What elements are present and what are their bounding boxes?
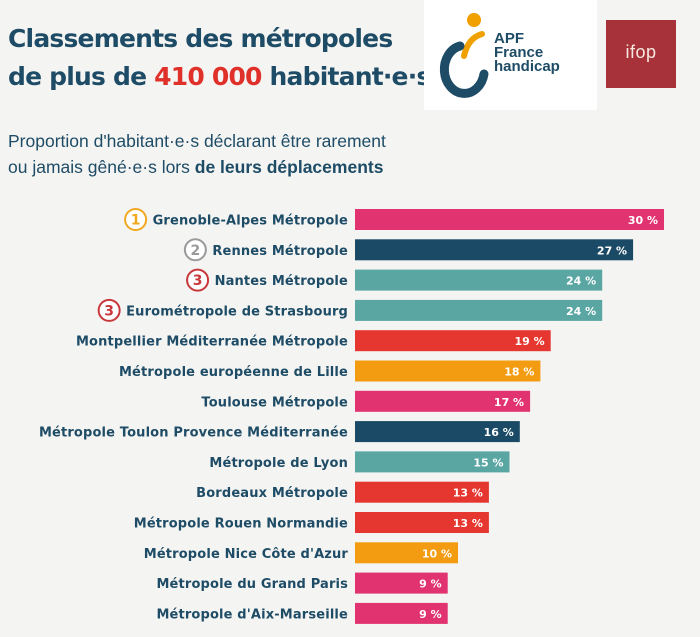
apf-wheelchair-icon [439,13,489,98]
value-label: 10 % [422,547,452,560]
bar [355,451,510,473]
value-label: 17 % [494,396,524,409]
apf-line-2: France [494,44,544,61]
bar-row: Métropole Toulon Provence Méditerranée 16… [39,421,520,443]
bar [355,239,634,261]
ifop-logo: ifop [606,20,676,88]
bar-row: Toulouse Métropole 17 % [201,390,531,412]
category-label: Toulouse Métropole [201,395,348,410]
value-label: 24 % [566,305,596,318]
value-label: 9 % [419,608,442,621]
bar [355,542,458,564]
rank-badge: 3 [186,268,210,292]
category-label: Métropole de Lyon [209,456,348,471]
rank-badge: 1 [124,208,148,231]
chart-subtitle: Proportion d'habitant·e·s déclarant être… [8,128,386,180]
bar [355,360,541,382]
bar [355,421,520,443]
category-label: Métropole Nice Côte d'Azur [144,547,349,562]
bar [355,269,603,291]
apf-line-1: APF [494,30,524,47]
category-label: Bordeaux Métropole [196,486,348,501]
value-label: 16 % [484,426,514,439]
bar [355,602,448,624]
bar-row: Nantes Métropole 24 % 3 [186,268,603,292]
value-label: 15 % [473,456,503,469]
rank-circle [186,268,210,292]
header: Classements des métropoles de plus de 41… [0,0,700,115]
title-suffix: habitant·e·s [261,62,432,91]
bar [355,299,603,321]
category-label: Grenoble-Alpes Métropole [153,214,348,229]
apf-france-handicap-logo: APF France handicap [424,0,597,110]
category-label: Montpellier Méditerranée Métropole [76,335,348,350]
title-highlight: 410 000 [154,62,262,91]
value-label: 30 % [628,214,658,227]
value-label: 18 % [504,366,534,379]
ifop-logo-text: ifop [625,42,657,62]
bar-row: Grenoble-Alpes Métropole 30 % 1 [124,208,664,231]
category-label: Métropole européenne de Lille [119,365,348,380]
bar [355,390,531,412]
rank-badge: 2 [183,238,207,262]
title-line-2: de plus de 410 000 habitant·e·s [8,58,432,96]
value-label: 24 % [566,275,596,288]
bar-row: Métropole Rouen Normandie 13 % [134,512,489,533]
rank-number: 1 [131,213,141,229]
bar-row: Métropole d'Aix-Marseille 9 % [156,602,448,624]
category-label: Métropole du Grand Paris [156,577,348,592]
apf-logo-text: APF France handicap [494,30,560,75]
bar-row: Montpellier Méditerranée Métropole 19 % [76,330,551,352]
rank-circle [183,238,207,262]
value-label: 13 % [453,487,483,500]
bar-row: Métropole du Grand Paris 9 % [156,572,448,594]
page-title: Classements des métropoles de plus de 41… [8,20,432,96]
rank-circle [97,298,121,322]
title-line-1: Classements des métropoles [8,24,393,53]
rank-circle [124,208,148,231]
category-label: Rennes Métropole [212,244,348,259]
bar-row: Eurométropole de Strasbourg 24 % 3 [97,298,603,322]
value-label: 13 % [453,517,483,530]
category-label: Métropole Rouen Normandie [134,517,348,532]
category-label: Nantes Métropole [215,274,348,289]
bar-row: Rennes Métropole 27 % 2 [183,238,634,262]
apf-line-3: handicap [494,58,560,75]
bar [355,512,489,533]
rank-badge: 3 [97,298,121,322]
rank-number: 3 [193,273,203,289]
rank-number: 2 [190,243,200,259]
value-label: 9 % [419,578,442,591]
rank-number: 3 [104,303,114,319]
value-label: 19 % [515,335,545,348]
bar-row: Métropole européenne de Lille 18 % [119,360,541,382]
ranking-bar-chart: Grenoble-Alpes Métropole 30 % 1 Rennes Métr… [39,208,664,624]
subtitle-bold: de leurs déplacements [194,157,384,177]
subtitle-line-2: ou jamais gêné·e·s lors de leurs déplace… [8,154,386,180]
bar [355,209,664,230]
category-label: Métropole d'Aix-Marseille [156,607,348,622]
title-prefix: de plus de [8,62,155,91]
bar-row: Métropole Nice Côte d'Azur 10 % [144,542,458,564]
subtitle-line-1: Proportion d'habitant·e·s déclarant être… [8,131,386,151]
subtitle-prefix: ou jamais gêné·e·s lors [8,157,195,177]
value-label: 27 % [597,244,627,257]
category-label: Eurométropole de Strasbourg [126,304,348,319]
bar-row: Métropole de Lyon 15 % [209,451,510,473]
bar [355,330,551,352]
bar [355,481,489,503]
category-label: Métropole Toulon Provence Méditerranée [39,426,348,441]
bar-row: Bordeaux Métropole 13 % [196,481,489,503]
bar [355,572,448,594]
